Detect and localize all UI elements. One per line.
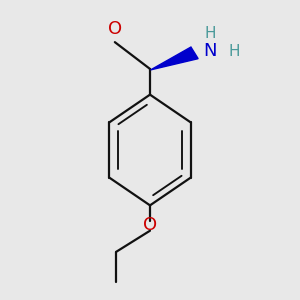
Text: H: H — [205, 26, 216, 41]
Text: N: N — [203, 42, 216, 60]
Text: H: H — [228, 44, 240, 59]
Text: O: O — [143, 216, 157, 234]
Text: O: O — [108, 20, 122, 38]
Polygon shape — [151, 47, 198, 70]
